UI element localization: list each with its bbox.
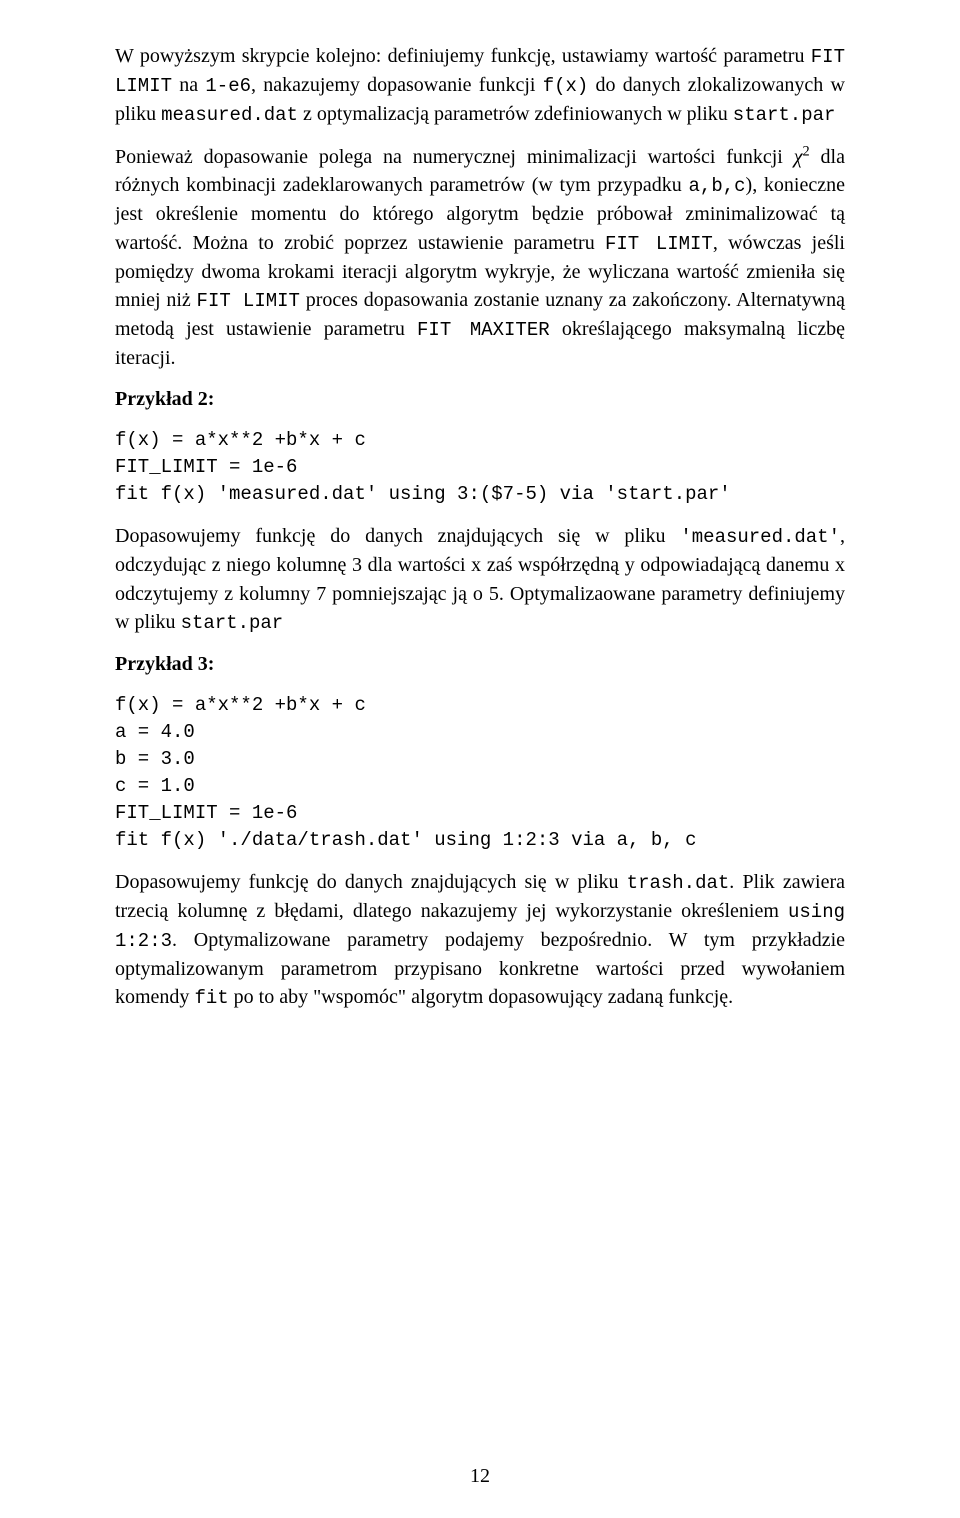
text: na: [172, 74, 205, 96]
code-inline: trash.dat: [627, 872, 730, 894]
code-inline: start.par: [733, 104, 836, 126]
code-inline: measured.dat: [161, 104, 298, 126]
heading-przyklad-2: Przykład 2:: [115, 388, 845, 411]
page: W powyższym skrypcie kolejno: definiujem…: [0, 0, 960, 1518]
code-inline: f(x): [543, 75, 589, 97]
text: z optymalizacją parametrów zdefiniowanyc…: [298, 103, 733, 125]
text: W powyższym skrypcie kolejno: definiujem…: [115, 45, 811, 67]
superscript-2: 2: [803, 143, 810, 159]
code-inline: FIT MAXITER: [417, 319, 550, 341]
code-inline: FIT LIMIT: [605, 233, 713, 255]
paragraph-3: Dopasowujemy funkcję do danych znajdując…: [115, 522, 845, 637]
chi-squared: χ2: [794, 146, 810, 168]
code-inline: 1-e6: [205, 75, 251, 97]
text: Dopasowujemy funkcję do danych znajdując…: [115, 871, 627, 893]
paragraph-2: Ponieważ dopasowanie polega na numeryczn…: [115, 143, 845, 372]
page-number: 12: [0, 1465, 960, 1488]
code-inline: a,b,c: [689, 175, 746, 197]
code-inline: FIT LIMIT: [197, 290, 300, 312]
code-inline: fit: [194, 987, 228, 1009]
heading-przyklad-3: Przykład 3:: [115, 653, 845, 676]
paragraph-1: W powyższym skrypcie kolejno: definiujem…: [115, 42, 845, 129]
text: , nakazujemy dopasowanie funkcji: [251, 74, 543, 96]
code-block-przyklad-3: f(x) = a*x**2 +b*x + c a = 4.0 b = 3.0 c…: [115, 692, 845, 854]
chi: χ: [794, 146, 803, 168]
code-inline: 'measured.dat': [680, 526, 840, 548]
paragraph-4: Dopasowujemy funkcję do danych znajdując…: [115, 868, 845, 1012]
text: Dopasowujemy funkcję do danych znajdując…: [115, 525, 680, 547]
code-block-przyklad-2: f(x) = a*x**2 +b*x + c FIT_LIMIT = 1e-6 …: [115, 427, 845, 508]
code-inline: start.par: [181, 612, 284, 634]
text: po to aby "wspomóc" algorytm dopasowując…: [229, 986, 734, 1008]
text: Ponieważ dopasowanie polega na numeryczn…: [115, 146, 794, 168]
